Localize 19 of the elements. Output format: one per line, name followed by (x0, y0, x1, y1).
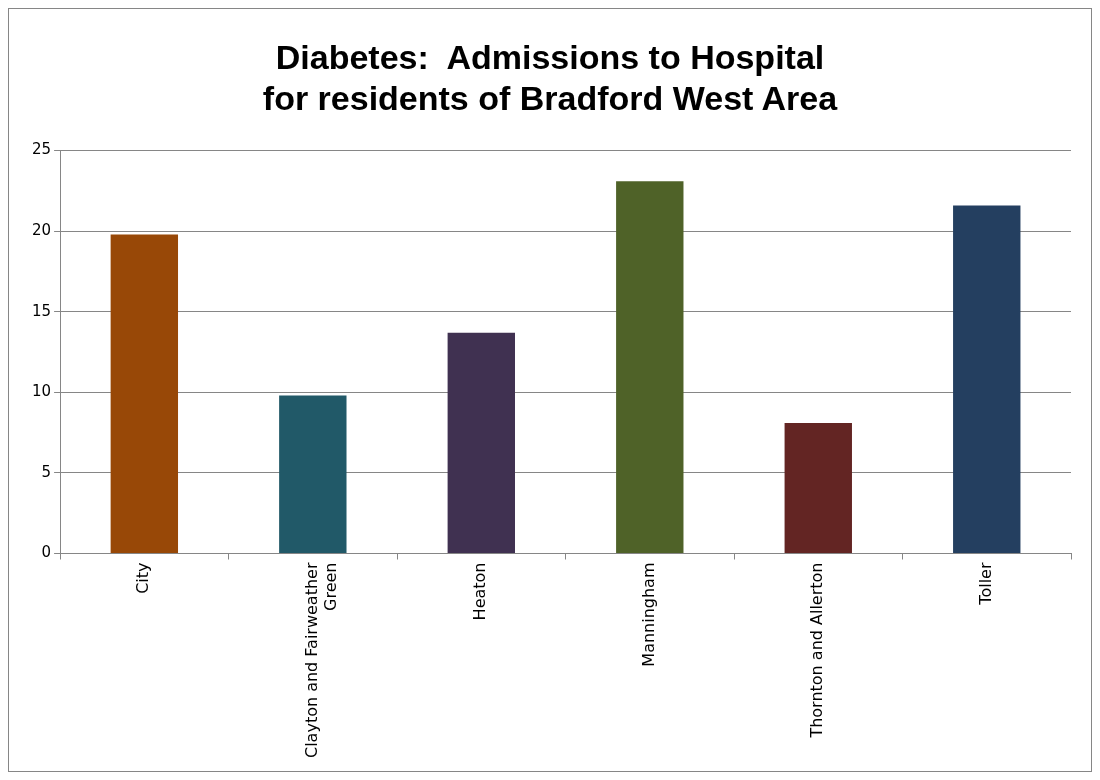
y-tick-label: 20 (31, 221, 52, 240)
chart-title: Diabetes: Admissions to Hospital for residents of Bradford West Area (262, 37, 839, 117)
bar (784, 422, 852, 553)
bar (447, 332, 515, 553)
x-tick-label: Clayton and Fairweather Green (301, 562, 341, 758)
bar (953, 205, 1021, 553)
y-tick-label: 25 (31, 140, 52, 159)
y-tick-label: 15 (31, 301, 52, 320)
x-tick-label: Manningham (638, 562, 658, 667)
bar (110, 234, 179, 553)
x-tick-label: Toller (975, 562, 995, 606)
bar (616, 181, 684, 553)
y-tick-label: 10 (31, 382, 52, 401)
y-tick-label: 5 (41, 462, 52, 481)
bar (279, 395, 347, 553)
y-tick-label: 0 (41, 543, 52, 562)
x-tick-label: Heaton (470, 562, 490, 621)
x-tick-label: Thornton and Allerton (807, 562, 827, 739)
x-tick-label: City (133, 562, 153, 594)
